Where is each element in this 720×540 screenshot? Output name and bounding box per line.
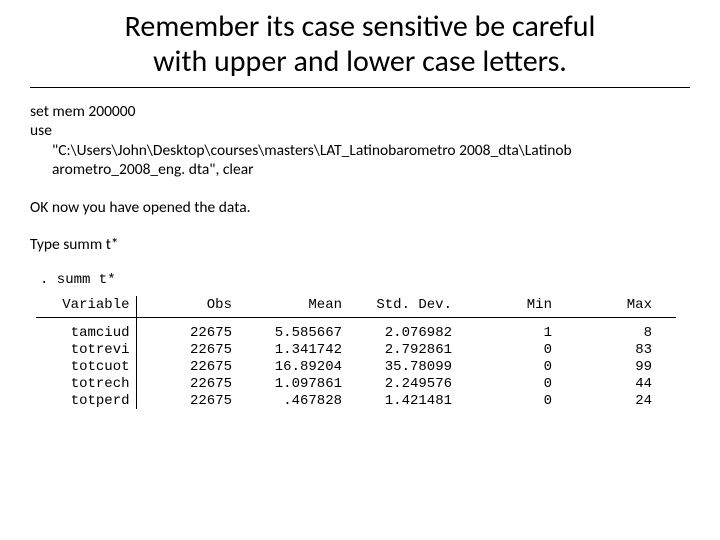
cell-mean: 1.341742 <box>232 341 342 358</box>
table-row: totrech 22675 1.097861 2.249576 0 44 <box>36 375 676 392</box>
cell-max: 99 <box>552 358 652 375</box>
cell-obs: 22675 <box>136 324 232 341</box>
cell-min: 0 <box>452 341 552 358</box>
table-row: totrevi 22675 1.341742 2.792861 0 83 <box>36 341 676 358</box>
code-path-b: arometro_2008_eng. dta", clear <box>30 160 690 179</box>
table-row: tamciud 22675 5.585667 2.076982 1 8 <box>36 324 676 341</box>
slide-title: Remember its case sensitive be careful w… <box>30 10 690 88</box>
cell-max: 44 <box>552 375 652 392</box>
code-path-a: "C:\Users\John\Desktop\courses\masters\L… <box>30 141 690 160</box>
table-row: totperd 22675 .467828 1.421481 0 24 <box>36 392 676 409</box>
cell-mean: 16.89204 <box>232 358 342 375</box>
table-header-row: Variable Obs Mean Std. Dev. Min Max <box>36 296 676 318</box>
cell-std: 2.792861 <box>342 341 452 358</box>
header-mean: Mean <box>232 296 342 318</box>
cell-std: 35.78099 <box>342 358 452 375</box>
cell-min: 0 <box>452 392 552 409</box>
cell-var: totrevi <box>36 341 136 358</box>
cell-max: 8 <box>552 324 652 341</box>
cell-min: 1 <box>452 324 552 341</box>
header-max: Max <box>552 296 652 318</box>
code-use: use <box>30 121 690 140</box>
cell-mean: .467828 <box>232 392 342 409</box>
cell-min: 0 <box>452 358 552 375</box>
cell-var: totperd <box>36 392 136 409</box>
cell-obs: 22675 <box>136 375 232 392</box>
cell-mean: 1.097861 <box>232 375 342 392</box>
cell-var: totrech <box>36 375 136 392</box>
stata-table: Variable Obs Mean Std. Dev. Min Max tamc… <box>36 296 676 409</box>
cell-var: tamciud <box>36 324 136 341</box>
paragraph-ok: OK now you have opened the data. <box>30 198 690 217</box>
cell-max: 24 <box>552 392 652 409</box>
cell-mean: 5.585667 <box>232 324 342 341</box>
body-content: set mem 200000 use "C:\Users\John\Deskto… <box>30 102 690 254</box>
table-row: totcuot 22675 16.89204 35.78099 0 99 <box>36 358 676 375</box>
cell-max: 83 <box>552 341 652 358</box>
cell-min: 0 <box>452 375 552 392</box>
header-obs: Obs <box>136 296 232 318</box>
cell-std: 2.076982 <box>342 324 452 341</box>
header-min: Min <box>452 296 552 318</box>
header-std: Std. Dev. <box>342 296 452 318</box>
stata-prompt: . summ t* <box>40 272 690 288</box>
cell-obs: 22675 <box>136 341 232 358</box>
title-line-2: with upper and lower case letters. <box>153 43 567 80</box>
cell-var: totcuot <box>36 358 136 375</box>
cell-obs: 22675 <box>136 392 232 409</box>
cell-obs: 22675 <box>136 358 232 375</box>
cell-std: 2.249576 <box>342 375 452 392</box>
title-line-1: Remember its case sensitive be careful <box>125 8 596 45</box>
paragraph-type: Type summ t* <box>30 235 690 254</box>
stata-output: . summ t* Variable Obs Mean Std. Dev. Mi… <box>30 272 690 409</box>
code-setmem: set mem 200000 <box>30 102 690 121</box>
header-variable: Variable <box>36 296 136 318</box>
cell-std: 1.421481 <box>342 392 452 409</box>
